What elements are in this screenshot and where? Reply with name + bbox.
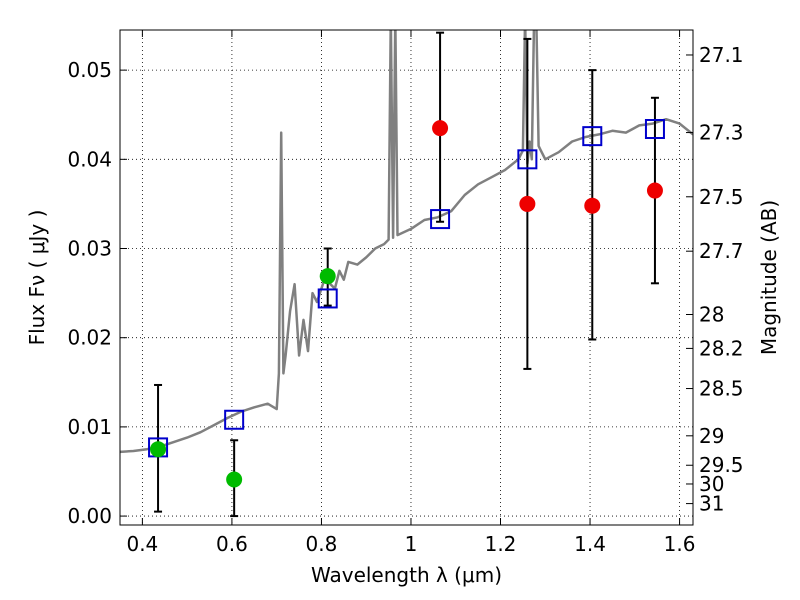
y2-axis-label: Magnitude (AB) [757,200,781,355]
error-bar-layer [154,31,659,518]
y2-tick-label: 27.7 [699,239,744,263]
model-photometry-point [224,409,245,430]
model-spectrum-layer [120,30,693,454]
x-tick-label: 1.6 [664,532,696,556]
grid-layer [120,30,693,525]
tick-layer: 0.4 0.6 0.8 1 1.2 1.4 1.6 0.00 0.01 0.02 0.03 0.04 0… [67,30,744,556]
y-tick-label: 0.04 [67,147,112,171]
observed-nir-point [519,195,536,212]
observed-optical-point [319,268,336,285]
model-photometry-point [317,288,338,309]
x-tick-label: 1.4 [574,532,606,556]
y2-tick-label: 27.5 [699,185,744,209]
observed-nir-point [646,182,663,199]
model-photometry-point [517,149,538,170]
y-axis-label: Flux Fν ( μJy ) [25,210,49,346]
y2-tick-label: 30 [699,472,724,496]
model-photometry-point [644,119,665,139]
x-tick-label: 0.6 [216,532,248,556]
y2-tick-label: 31 [699,492,724,516]
x-tick-label: 1 [405,532,418,556]
y2-tick-label: 27.3 [699,121,744,145]
y-tick-label: 0.01 [67,415,112,439]
x-axis-label: Wavelength λ (μm) [311,563,502,587]
y2-tick-label: 28.5 [699,377,744,401]
y-tick-label: 0.02 [67,326,112,350]
y-tick-label: 0.00 [67,504,112,528]
y-tick-label: 0.03 [67,237,112,261]
y2-tick-label: 28 [699,303,724,327]
y2-tick-label: 29.5 [699,453,744,477]
y-tick-label: 0.05 [67,58,112,82]
observed-nir-point [432,120,449,137]
y2-tick-label: 29 [699,424,724,448]
plot-frame [119,29,694,526]
y2-tick-label: 27.1 [699,43,744,67]
x-tick-label: 1.2 [485,532,517,556]
observed-nir-point [584,197,601,214]
model-spectrum-line [120,30,693,454]
marker-layer [148,119,665,488]
x-tick-label: 0.4 [126,532,158,556]
y2-tick-label: 28.2 [699,336,744,360]
model-photometry-point [430,209,451,230]
observed-optical-point [150,441,167,458]
observed-optical-point [226,471,243,488]
x-tick-label: 0.8 [306,532,338,556]
model-photometry-point [582,126,603,147]
